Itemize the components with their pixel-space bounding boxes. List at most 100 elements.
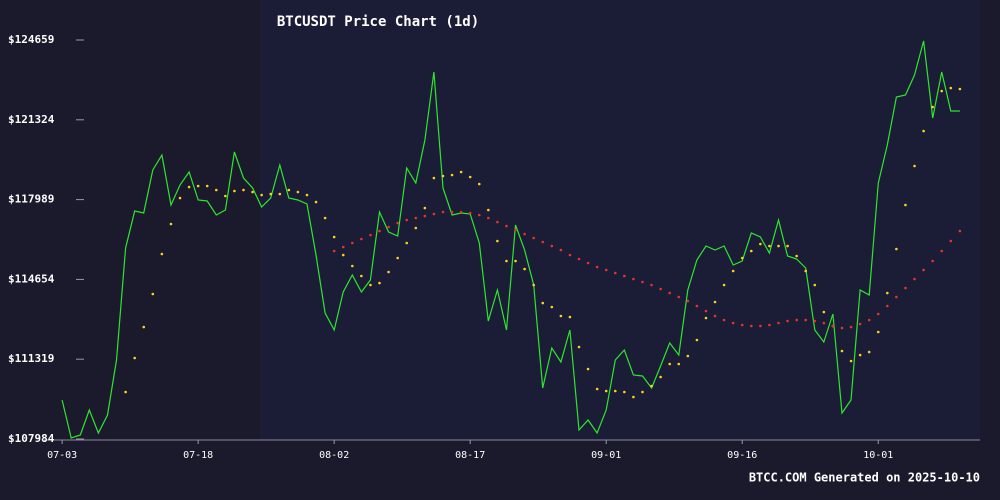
average-dot [351, 264, 354, 268]
average-dot [351, 241, 354, 245]
average-dot [532, 236, 535, 240]
x-tick-label: 10-01 [863, 450, 893, 461]
average-dot [641, 280, 644, 284]
average-dot [523, 267, 526, 271]
average-dot [650, 384, 653, 388]
average-dot [913, 277, 916, 281]
average-dot [759, 242, 762, 246]
average-dot [840, 326, 844, 330]
average-dot [623, 390, 626, 394]
average-dot [369, 283, 372, 287]
x-tick-label: 09-01 [591, 450, 621, 461]
average-dot [840, 349, 844, 353]
average-dot [632, 277, 635, 281]
average-dot [686, 299, 690, 303]
average-dot [396, 256, 399, 260]
average-dot [695, 338, 699, 342]
average-dot [876, 330, 880, 334]
average-dot [450, 210, 454, 214]
average-dot [704, 309, 708, 313]
average-dot [405, 218, 409, 222]
average-dot [931, 259, 934, 263]
x-tick-label: 07-18 [183, 450, 213, 461]
average-dot [849, 325, 853, 329]
average-dot [958, 87, 962, 91]
price-line [61, 40, 960, 439]
average-dot [487, 208, 490, 212]
average-dot [713, 300, 717, 304]
average-dot [804, 269, 808, 273]
average-dot [459, 210, 463, 214]
average-dot [695, 304, 699, 308]
average-dot [378, 229, 381, 233]
average-dot [623, 274, 626, 278]
average-dot [233, 189, 236, 193]
average-dot [423, 214, 427, 218]
average-dot [196, 184, 200, 188]
average-dot [722, 283, 726, 287]
average-dot [895, 247, 898, 251]
average-dot [795, 318, 798, 322]
average-dot [586, 367, 590, 371]
average-dot [904, 286, 907, 290]
average-dot [822, 321, 826, 325]
average-dot [214, 188, 218, 192]
average-dot [731, 269, 735, 273]
average-dot [541, 301, 545, 305]
average-dot [459, 170, 463, 174]
average-dot [468, 211, 472, 215]
average-dot [922, 129, 925, 133]
average-dot [632, 395, 635, 399]
average-dot [577, 345, 581, 349]
average-dot [568, 253, 572, 257]
average-dot [949, 86, 953, 90]
average-dot [423, 206, 427, 210]
average-dot [496, 239, 499, 243]
average-dot [432, 212, 436, 216]
average-dot [849, 359, 853, 363]
average-dot [369, 233, 372, 237]
average-dot [559, 314, 563, 318]
footer: BTCC.COM Generated on 2025-10-10 [749, 471, 980, 485]
average-dot [813, 283, 817, 287]
average-dot [740, 256, 744, 260]
x-tick-label: 09-16 [727, 450, 757, 461]
average-dot [559, 248, 563, 252]
average-dot [940, 249, 944, 253]
average-dot [341, 245, 345, 249]
average-dot [867, 350, 871, 354]
average-dot [668, 291, 671, 295]
average-dot [205, 184, 209, 188]
average-dot [287, 188, 291, 192]
average-dot [441, 174, 445, 178]
average-dot [958, 229, 962, 233]
average-dot [169, 222, 173, 226]
average-dot [831, 324, 835, 328]
average-dot [595, 387, 599, 391]
average-dot [677, 362, 681, 366]
average-dot [777, 244, 780, 248]
average-dot [323, 216, 327, 220]
average-dot [187, 185, 191, 189]
average-dot [604, 389, 608, 393]
average-dot [750, 324, 753, 328]
y-tick-label: $111319 [8, 352, 54, 365]
average-dot [604, 268, 608, 272]
average-dot [804, 318, 808, 322]
average-dot [677, 295, 681, 299]
average-dot [360, 274, 363, 278]
average-dot [568, 315, 572, 319]
average-dot [414, 226, 418, 230]
average-dot [541, 240, 545, 244]
x-tick-label: 08-17 [455, 450, 485, 461]
average-dot [731, 321, 735, 325]
average-dot [514, 259, 517, 263]
average-dot [686, 354, 690, 358]
average-dot [886, 291, 889, 295]
average-dot [613, 389, 617, 393]
x-tick-label: 08-02 [319, 450, 349, 461]
average-dot [867, 318, 871, 322]
average-dot [278, 192, 282, 196]
